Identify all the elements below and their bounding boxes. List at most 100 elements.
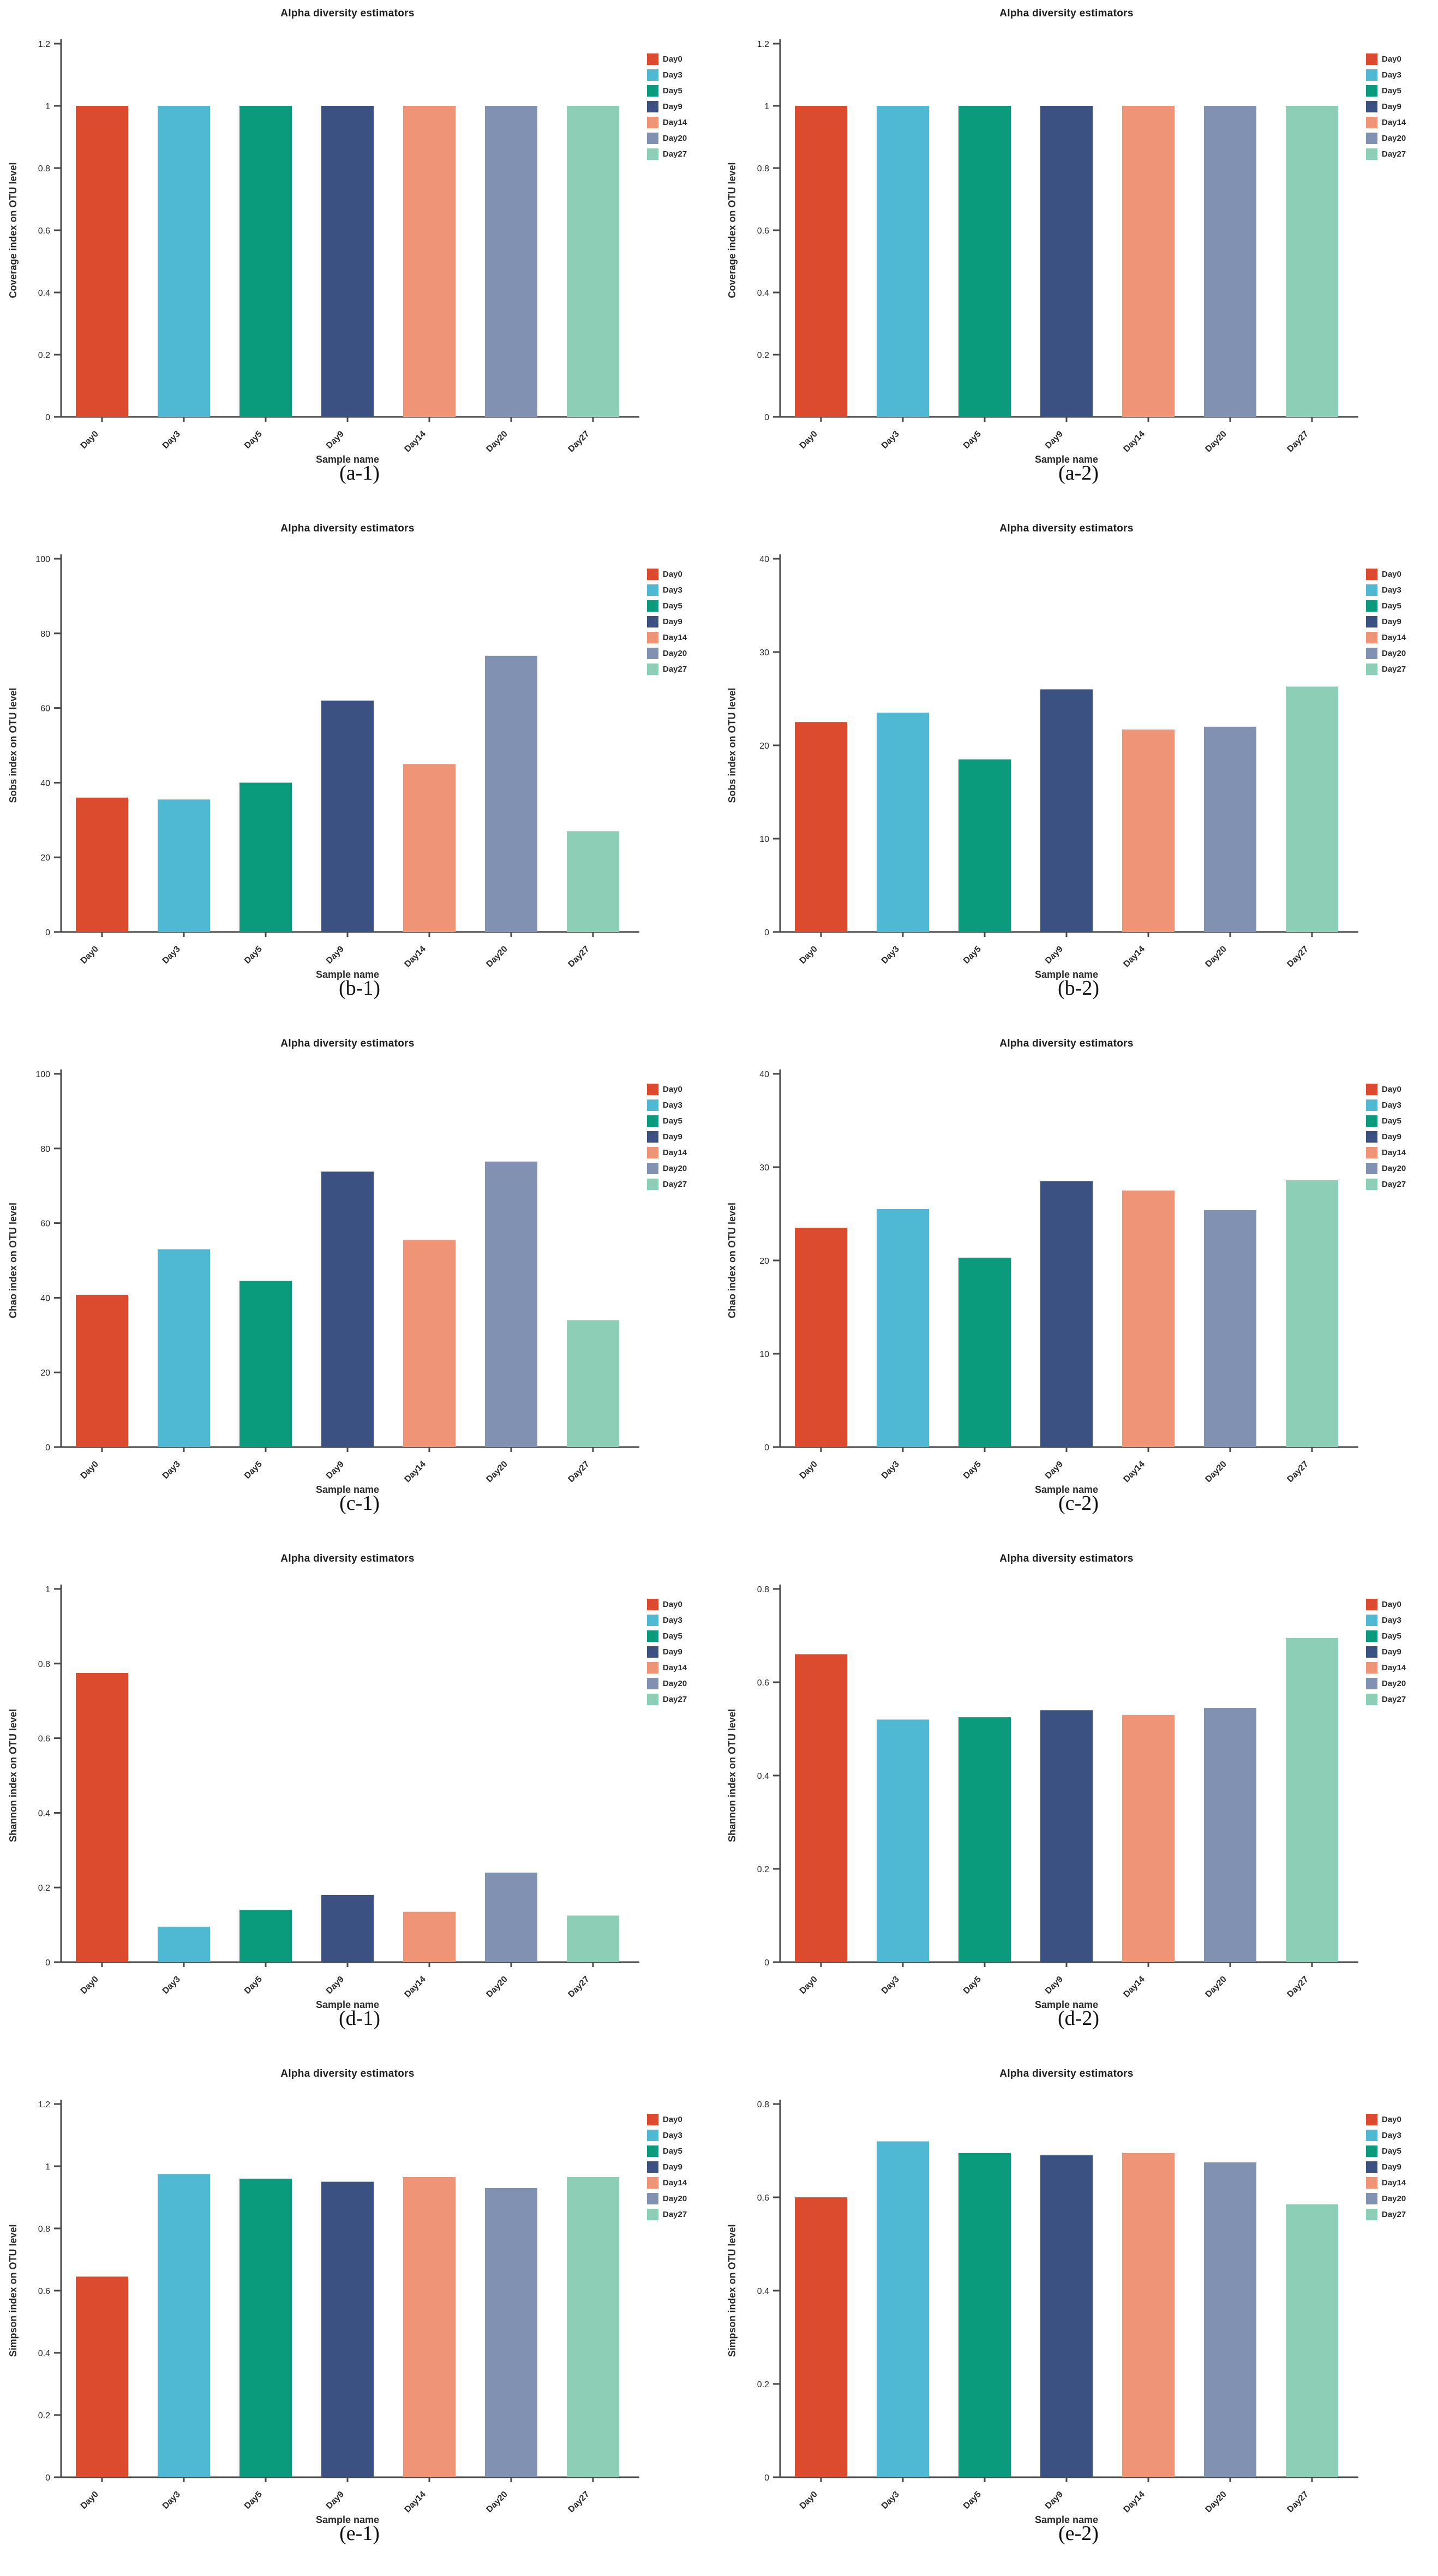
- legend-swatch: [1366, 1662, 1377, 1673]
- chart-plot: 0 10 20 30 40 Day0 Day3 Day5 Day9 Day14 Day20 Day27…: [727, 1069, 1358, 1495]
- bar: [239, 1281, 292, 1447]
- bar: [795, 2197, 847, 2477]
- y-tick-label: 0: [764, 928, 769, 937]
- x-tick-label: Day27: [1285, 1460, 1310, 1484]
- legend-swatch: [1366, 664, 1377, 675]
- bar: [877, 1209, 929, 1447]
- chart-title: Alpha diversity estimators: [280, 523, 415, 534]
- y-tick-label: 0.6: [757, 2194, 769, 2203]
- legend-item: Day20: [1366, 648, 1406, 659]
- legend-swatch: [647, 2193, 658, 2204]
- y-tick-label: 0.2: [38, 351, 50, 360]
- legend-label: Day20: [1382, 1679, 1406, 1688]
- x-tick-label: Day5: [962, 945, 983, 966]
- legend-swatch: [1366, 648, 1377, 659]
- legend-label: Day3: [663, 1101, 682, 1110]
- legend-swatch: [1366, 85, 1377, 97]
- legend-swatch: [1366, 69, 1377, 81]
- legend-item: Day27: [647, 2209, 687, 2220]
- legend-item: Day3: [647, 584, 687, 596]
- y-axis-label: Coverage index on OTU level: [727, 162, 738, 298]
- legend-label: Day14: [663, 118, 687, 127]
- x-tick-label: Day0: [798, 1975, 819, 1996]
- x-axis-label: Sample name: [316, 454, 379, 465]
- x-tick-label: Day20: [484, 1975, 509, 1999]
- bar: [877, 713, 929, 932]
- panel-caption: (c-2): [1058, 1492, 1099, 1515]
- legend-swatch: [1366, 1615, 1377, 1626]
- legend-label: Day27: [1382, 2210, 1406, 2219]
- x-tick-label: Day5: [243, 1975, 264, 1996]
- x-tick-label: Day14: [1122, 1975, 1146, 1999]
- legend-swatch: [647, 1131, 658, 1143]
- legend-item: Day0: [1366, 53, 1406, 65]
- legend-swatch: [647, 2177, 658, 2189]
- y-tick-label: 0.4: [38, 2349, 50, 2358]
- chart-plot: 0 0.2 0.4 0.6 0.8 1 1.2 Day0 Day3 Day5 Day9 Day14 Da…: [8, 39, 639, 465]
- legend-item: Day0: [647, 1084, 687, 1095]
- legend-label: Day9: [663, 102, 682, 111]
- chart-panel: Alpha diversity estimators 0 10 20 30 40 Day0…: [719, 515, 1438, 1030]
- chart-panel: Alpha diversity estimators 0 0.2 0.4 0.6 0.8…: [0, 2060, 719, 2576]
- x-tick-label: Day0: [798, 2490, 819, 2511]
- legend-swatch: [647, 2209, 658, 2220]
- bar: [239, 2178, 292, 2477]
- legend-swatch: [647, 2161, 658, 2173]
- legend-label: Day5: [1382, 1116, 1401, 1126]
- legend-label: Day14: [1382, 1148, 1406, 1157]
- chart-plot: 0 20 40 60 80 100 Day0 Day3 Day5 Day9 Day14 Day20 Da…: [8, 554, 639, 980]
- legend-label: Day0: [663, 55, 682, 64]
- y-tick-label: 0.6: [757, 226, 769, 236]
- y-tick-label: 1: [45, 2162, 50, 2172]
- y-tick-label: 0: [45, 928, 50, 937]
- chart-panel: Alpha diversity estimators 0 0.2 0.4 0.6 0.8…: [0, 1545, 719, 2060]
- legend-label: Day0: [663, 1600, 682, 1609]
- legend-item: Day14: [647, 2177, 687, 2189]
- chart-panel: Alpha diversity estimators 0 0.2 0.4 0.6 0.8…: [719, 1545, 1438, 2060]
- legend-label: Day27: [1382, 150, 1406, 159]
- legend-swatch: [1366, 53, 1377, 65]
- bar: [1286, 1637, 1338, 1962]
- x-tick-label: Day3: [880, 429, 901, 451]
- x-tick-label: Day9: [325, 1975, 346, 1996]
- bar: [1204, 1210, 1256, 1447]
- x-tick-label: Day20: [1203, 2490, 1228, 2514]
- bar: [403, 764, 456, 932]
- bar: [485, 106, 537, 417]
- y-tick-label: 0.4: [38, 289, 50, 298]
- x-tick-label: Day3: [880, 1460, 901, 1481]
- y-tick-label: 20: [40, 853, 50, 863]
- x-tick-label: Day9: [325, 945, 346, 966]
- y-axis-label: Sobs index on OTU level: [8, 688, 19, 803]
- legend-item: Day27: [1366, 664, 1406, 675]
- chart-title: Alpha diversity estimators: [280, 8, 415, 19]
- legend-label: Day20: [1382, 1164, 1406, 1173]
- y-axis-label: Simpson index on OTU level: [727, 2224, 738, 2357]
- x-tick-label: Day20: [484, 2490, 509, 2514]
- x-tick-label: Day9: [1044, 1460, 1065, 1481]
- legend-item: Day0: [1366, 1084, 1406, 1095]
- x-tick-label: Day9: [325, 429, 346, 451]
- x-tick-label: Day3: [161, 1460, 182, 1481]
- bar: [1204, 726, 1256, 932]
- chart-panel: Alpha diversity estimators 0 0.2 0.4 0.6 0.8…: [0, 0, 719, 515]
- legend-label: Day3: [1382, 1101, 1401, 1110]
- bar: [958, 106, 1011, 417]
- legend-swatch: [647, 148, 658, 160]
- legend-item: Day27: [647, 1179, 687, 1190]
- legend-swatch: [647, 1163, 658, 1174]
- y-tick-label: 1.2: [38, 40, 50, 49]
- bar: [958, 1257, 1011, 1447]
- panel-caption: (d-1): [339, 2007, 380, 2030]
- legend: Day0 Day3 Day5 Day9 Day14 Day20 Day27: [1366, 2114, 1406, 2220]
- y-tick-label: 1: [764, 102, 769, 111]
- x-tick-label: Day5: [962, 1460, 983, 1481]
- bar: [485, 655, 537, 932]
- legend-swatch: [647, 1646, 658, 1658]
- legend-swatch: [1366, 117, 1377, 128]
- x-tick-label: Day3: [880, 2490, 901, 2511]
- x-axis-label: Sample name: [316, 1999, 379, 2010]
- legend-item: Day5: [647, 2145, 687, 2157]
- bar: [321, 2181, 374, 2477]
- legend-item: Day14: [647, 632, 687, 643]
